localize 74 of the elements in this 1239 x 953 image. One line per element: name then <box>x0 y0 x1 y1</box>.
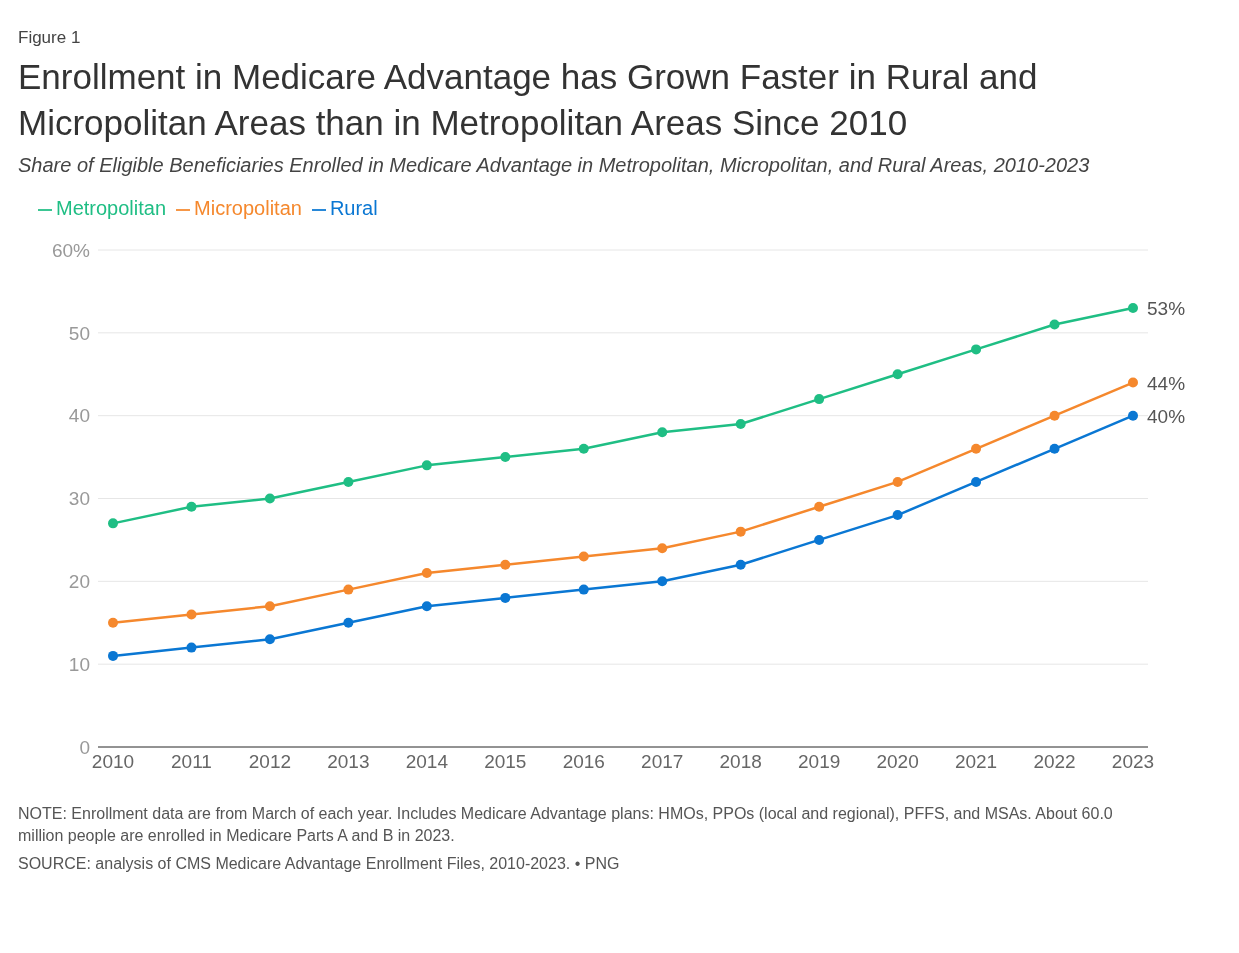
x-tick-label: 2012 <box>248 751 292 773</box>
point <box>657 543 668 554</box>
point <box>186 501 197 512</box>
point <box>578 443 589 454</box>
point <box>264 634 275 645</box>
y-tick-label: 30 <box>68 488 90 510</box>
source-note: SOURCE: analysis of CMS Medicare Advantage Enrollment Files, 2010-2023. • PNG <box>18 854 621 874</box>
chart-title: Enrollment in Medicare Advantage has Grown Faster in Rural and Micropolitan Areas than in Metropolitan Areas Since 2010 <box>18 56 1039 144</box>
point <box>657 427 668 438</box>
x-tick-label: 2010 <box>91 751 135 773</box>
point <box>1128 410 1138 421</box>
x-tick-label: 2015 <box>484 751 527 773</box>
point <box>1128 302 1138 313</box>
point <box>108 617 118 628</box>
point <box>735 559 746 570</box>
point <box>892 510 903 521</box>
point <box>108 518 118 529</box>
point <box>814 394 825 405</box>
point <box>735 418 746 429</box>
x-tick-label: 2017 <box>641 751 684 773</box>
point <box>657 576 668 587</box>
point <box>814 501 825 512</box>
point <box>1128 377 1138 388</box>
legend-label: Metropolitan <box>56 197 167 219</box>
point <box>264 493 275 504</box>
point <box>108 650 118 661</box>
point <box>186 642 197 653</box>
point <box>500 559 511 570</box>
data-label: 53% <box>1147 297 1186 319</box>
point <box>1049 443 1060 454</box>
point <box>343 584 354 595</box>
point <box>1049 319 1060 330</box>
x-tick-label: 2019 <box>798 751 841 773</box>
point <box>421 601 432 612</box>
point <box>578 584 589 595</box>
x-tick-label: 2014 <box>405 751 449 773</box>
point <box>971 344 982 355</box>
point <box>578 551 589 562</box>
x-tick-label: 2011 <box>171 751 212 773</box>
data-label: 40% <box>1147 405 1186 427</box>
x-tick-label: 2020 <box>876 751 919 773</box>
data-label: 44% <box>1147 372 1186 394</box>
point <box>264 601 275 612</box>
y-tick-label: 60% <box>51 239 91 261</box>
x-tick-label: 2022 <box>1033 751 1076 773</box>
point <box>343 617 354 628</box>
x-tick-label: 2013 <box>327 751 370 773</box>
point <box>500 452 511 463</box>
x-tick-label: 2016 <box>562 751 605 773</box>
x-tick-label: 2023 <box>1111 751 1155 773</box>
point <box>1049 410 1060 421</box>
point <box>735 526 746 537</box>
y-tick-label: 20 <box>68 571 90 593</box>
point <box>343 476 354 487</box>
point <box>421 568 432 579</box>
point <box>186 609 197 620</box>
caption: Figure 1 <box>18 28 82 48</box>
y-tick-label: 50 <box>68 322 90 344</box>
y-tick-label: 0 <box>79 736 90 758</box>
y-tick-label: 40 <box>68 405 90 427</box>
point <box>892 369 903 380</box>
point <box>971 443 982 454</box>
point <box>892 476 903 487</box>
point <box>500 592 511 603</box>
point <box>971 476 982 487</box>
legend-label: Rural <box>329 197 378 219</box>
chart-subtitle: Share of Eligible Beneficiaries Enrolled in Medicare Advantage in Metropolitan, Micropolitan, and Rural Areas, 2010-2023 <box>18 154 1091 177</box>
x-tick-label: 2018 <box>719 751 762 773</box>
point <box>814 534 825 545</box>
y-tick-label: 10 <box>68 653 90 675</box>
x-tick-label: 2021 <box>954 751 998 773</box>
text: NOTE: Enrollment data are from March of each year. Includes Medicare Advantage plans: HMOs, PPOs (local and regional), PFFS, and MSAs. About 60.0 million people are enrolled in Medicare Parts A and B in 2023. <box>18 804 1114 846</box>
point <box>421 460 432 471</box>
legend-label: Micropolitan <box>194 197 302 219</box>
